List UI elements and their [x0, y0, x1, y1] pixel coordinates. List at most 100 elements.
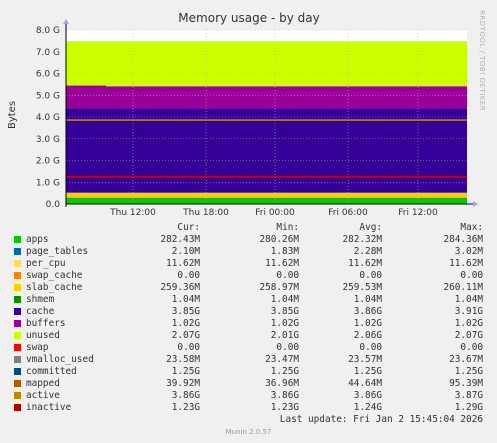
legend-avg-value: 11.62M: [348, 258, 382, 269]
legend-swatch: [14, 248, 21, 255]
legend-avg-value: 3.86G: [353, 306, 382, 317]
legend-min-value: 3.86G: [270, 390, 299, 401]
legend-swatch: [14, 368, 21, 375]
legend-name: vmalloc_used: [26, 354, 94, 365]
y-tick-label: 1.0 G: [36, 178, 60, 188]
legend-avg-value: 0.00: [359, 270, 382, 281]
legend-header-max: Max:: [460, 222, 483, 233]
legend-min-value: 1.04M: [270, 294, 299, 305]
legend-swatch: [14, 344, 21, 351]
x-tick-label: Fri 00:00: [255, 208, 295, 218]
y-tick-label: 8.0 G: [36, 26, 60, 36]
legend-min-value: 0.00: [276, 342, 299, 353]
legend-min-value: 280.26M: [259, 234, 299, 245]
legend-name: page_tables: [26, 246, 89, 257]
memory-chart: 0.0 1.0 G 2.0 G 3.0 G 4.0 G 5.0 G 6.0 G 7.0 G 8.…: [7, 11, 478, 218]
area-unused: [66, 41, 467, 87]
legend-name: buffers: [26, 318, 66, 329]
legend-swatch: [14, 296, 21, 303]
rrdtool-credit: RRDTOOL / TOBI OETIKER: [478, 10, 486, 112]
legend-name: apps: [26, 234, 49, 245]
y-tick-label: 0.0: [46, 200, 61, 210]
x-tick-label: Fri 12:00: [398, 208, 438, 218]
y-tick-label: 4.0 G: [36, 113, 60, 123]
legend-swatch: [14, 404, 21, 411]
legend-min-value: 23.47M: [265, 354, 299, 365]
legend-row-committed: committed 1.25G 1.25G 1.25G 1.25G: [0, 366, 497, 378]
legend-avg-value: 1.02G: [353, 318, 382, 329]
legend-avg-value: 3.86G: [353, 390, 382, 401]
legend-swatch: [14, 272, 21, 279]
legend-header-avg: Avg:: [359, 222, 382, 233]
legend-max-value: 3.91G: [454, 306, 483, 317]
legend-row-page-tables: page_tables 2.10M 1.83M 2.28M 3.02M: [0, 246, 497, 258]
legend-cur-value: 1.25G: [171, 366, 200, 377]
legend-name: active: [26, 390, 60, 401]
legend-cur-value: 39.92M: [166, 378, 200, 389]
legend-max-value: 95.39M: [449, 378, 483, 389]
legend-name: unused: [26, 330, 60, 341]
legend-avg-value: 1.25G: [353, 366, 382, 377]
legend-row-swap: swap 0.00 0.00 0.00 0.00: [0, 342, 497, 354]
x-tick-label: Thu 18:00: [182, 208, 229, 218]
legend-name: swap: [26, 342, 49, 353]
legend-avg-value: 44.64M: [348, 378, 382, 389]
legend-header-min: Min:: [276, 222, 299, 233]
legend-name: swap_cache: [26, 270, 83, 281]
legend-row-apps: apps 282.43M 280.26M 282.32M 284.36M: [0, 234, 497, 246]
legend-row-slab-cache: slab_cache 259.36M 258.97M 259.53M 260.11M: [0, 282, 497, 294]
y-axis-arrow: [63, 19, 69, 24]
legend-min-value: 0.00: [276, 270, 299, 281]
legend-row-per-cpu: per_cpu 11.62M 11.62M 11.62M 11.62M: [0, 258, 497, 270]
legend-max-value: 1.04M: [454, 294, 483, 305]
legend-min-value: 11.62M: [265, 258, 299, 269]
legend-swatch: [14, 236, 21, 243]
legend-cur-value: 259.36M: [160, 282, 200, 293]
legend-max-value: 284.36M: [443, 234, 483, 245]
legend-avg-value: 23.57M: [348, 354, 382, 365]
legend-min-value: 258.97M: [259, 282, 299, 293]
legend-avg-value: 0.00: [359, 342, 382, 353]
legend-min-value: 1.83M: [270, 246, 299, 257]
legend-cur-value: 1.04M: [171, 294, 200, 305]
legend-row-unused: unused 2.07G 2.01G 2.06G 2.07G: [0, 330, 497, 342]
legend-swatch: [14, 260, 21, 267]
legend-name: inactive: [26, 402, 72, 413]
legend-row-shmem: shmem 1.04M 1.04M 1.04M 1.04M: [0, 294, 497, 306]
legend-min-value: 1.23G: [270, 402, 299, 413]
legend-row-mapped: mapped 39.92M 36.96M 44.64M 95.39M: [0, 378, 497, 390]
x-axis-arrow: [473, 201, 478, 207]
legend-row-cache: cache 3.85G 3.85G 3.86G 3.91G: [0, 306, 497, 318]
legend-cur-value: 11.62M: [166, 258, 200, 269]
legend-name: per_cpu: [26, 258, 66, 269]
legend-cur-value: 0.00: [177, 342, 200, 353]
legend-avg-value: 2.06G: [353, 330, 382, 341]
legend-min-value: 2.01G: [270, 330, 299, 341]
legend-name: mapped: [26, 378, 60, 389]
legend-swatch: [14, 308, 21, 315]
area-buffers: [66, 86, 467, 109]
area-per-cpu: [66, 197, 467, 199]
x-tick-label: Fri 06:00: [328, 208, 368, 218]
legend-max-value: 260.11M: [443, 282, 483, 293]
legend-max-value: 0.00: [460, 270, 483, 281]
legend-cur-value: 2.07G: [171, 330, 200, 341]
legend-cur-value: 1.23G: [171, 402, 200, 413]
legend-avg-value: 2.28M: [353, 246, 382, 257]
legend-min-value: 36.96M: [265, 378, 299, 389]
legend-avg-value: 259.53M: [342, 282, 382, 293]
y-tick-label: 3.0 G: [36, 135, 60, 145]
legend-avg-value: 1.04M: [353, 294, 382, 305]
legend-min-value: 3.85G: [270, 306, 299, 317]
legend-row-vmalloc-used: vmalloc_used 23.58M 23.47M 23.57M 23.67M: [0, 354, 497, 366]
legend-max-value: 0.00: [460, 342, 483, 353]
legend-row-inactive: inactive 1.23G 1.23G 1.24G 1.29G: [0, 402, 497, 414]
legend-max-value: 11.62M: [449, 258, 483, 269]
legend-swatch: [14, 332, 21, 339]
legend-max-value: 3.02M: [454, 246, 483, 257]
y-tick-label: 5.0 G: [36, 91, 60, 101]
legend-avg-value: 1.24G: [353, 402, 382, 413]
legend-cur-value: 3.86G: [171, 390, 200, 401]
legend-name: committed: [26, 366, 77, 377]
legend-swatch: [14, 356, 21, 363]
